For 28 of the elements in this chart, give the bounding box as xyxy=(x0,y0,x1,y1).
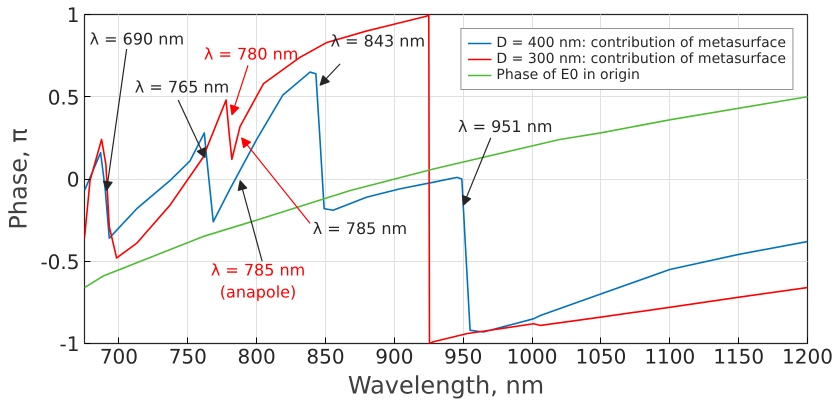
x-tick-label: 1100 xyxy=(644,344,696,368)
line-series xyxy=(84,14,808,344)
annotation: λ = 765 nm xyxy=(134,77,230,96)
y-tick-label: -1 xyxy=(60,332,80,356)
y-tick-label: 1 xyxy=(66,3,80,27)
x-axis-title: Wavelength, nm xyxy=(348,372,544,400)
y-axis-title: Phase, π xyxy=(4,128,32,230)
x-tick-label: 900 xyxy=(375,344,414,368)
x-tick-label: 700 xyxy=(100,344,138,368)
x-tick-label: 750 xyxy=(168,344,207,368)
legend-label: D = 400 nm: contribution of metasurface xyxy=(496,35,786,51)
legend-label: D = 300 nm: contribution of metasurface xyxy=(496,51,786,67)
legend-label: Phase of E0 in origin xyxy=(496,67,640,83)
annotation: λ = 951 nm xyxy=(458,116,552,136)
y-tick-label: -0.5 xyxy=(40,250,80,274)
x-tick-label: 850 xyxy=(306,344,345,368)
annotation: λ = 690 nm xyxy=(90,30,184,49)
x-tick-label: 1050 xyxy=(575,344,626,368)
x-tick-label: 1000 xyxy=(506,344,558,368)
y-tick-label: 0 xyxy=(66,168,80,192)
x-tick-label: 950 xyxy=(444,344,482,368)
annotation: λ = 785 nm xyxy=(312,218,408,238)
annotation: λ = 780 nm xyxy=(204,44,298,64)
x-tick-label: 1150 xyxy=(713,344,764,368)
x-tick-label: 1200 xyxy=(782,344,833,368)
annotation: λ = 785 nm (anapole) xyxy=(210,260,306,302)
y-tick-label: 0.5 xyxy=(48,85,80,110)
x-tick-label: 800 xyxy=(238,344,276,368)
